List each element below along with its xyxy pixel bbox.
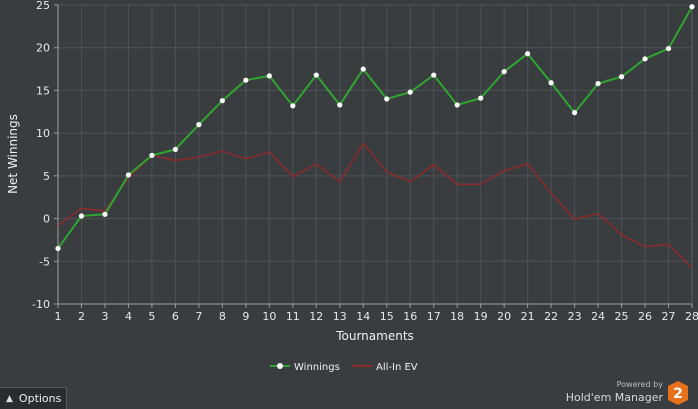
data-point-winnings[interactable] — [243, 77, 249, 83]
branding: Powered by Hold'em Manager 2 — [566, 377, 688, 405]
y-tick-label: -5 — [39, 255, 50, 268]
data-point-winnings[interactable] — [501, 69, 507, 75]
data-point-winnings[interactable] — [196, 122, 202, 128]
data-point-winnings[interactable] — [125, 172, 132, 178]
data-point-winnings[interactable] — [290, 103, 296, 109]
x-tick-label: 8 — [219, 310, 226, 323]
x-tick-label: 15 — [380, 310, 394, 323]
x-tick-label: 17 — [427, 310, 441, 323]
data-point-winnings[interactable] — [548, 80, 554, 86]
legend-label-winnings: Winnings — [294, 362, 340, 373]
x-tick-label: 22 — [544, 310, 558, 323]
data-point-winnings[interactable] — [595, 80, 601, 87]
data-point-winnings[interactable] — [642, 56, 648, 62]
x-tick-label: 28 — [685, 310, 698, 323]
x-tick-label: 26 — [638, 310, 652, 323]
series-layer — [55, 4, 695, 269]
data-point-winnings[interactable] — [689, 4, 695, 10]
data-point-winnings[interactable] — [618, 74, 625, 80]
x-tick-label: 6 — [172, 310, 179, 323]
x-tick-label: 24 — [591, 310, 605, 323]
data-point-winnings[interactable] — [266, 73, 272, 79]
x-tick-label: 2 — [78, 310, 85, 323]
legend-marker-winnings — [277, 363, 283, 369]
data-point-winnings[interactable] — [313, 72, 319, 78]
data-point-winnings[interactable] — [78, 213, 85, 219]
x-tick-label: 18 — [450, 310, 464, 323]
x-tick-label: 23 — [568, 310, 582, 323]
series-line-winnings — [57, 6, 693, 250]
data-point-winnings[interactable] — [149, 152, 155, 158]
y-tick-label: 20 — [36, 42, 50, 55]
x-tick-label: 4 — [125, 310, 132, 323]
x-tick-label: 11 — [286, 310, 300, 323]
x-tick-label: 13 — [333, 310, 347, 323]
x-tick-label: 20 — [497, 310, 511, 323]
data-point-winnings[interactable] — [219, 98, 225, 104]
legend-item-winnings[interactable]: Winnings — [270, 362, 340, 373]
x-tick-label: 7 — [195, 310, 202, 323]
legend-label-all-in-ev: All-In EV — [376, 362, 418, 373]
legend-item-all-in-ev[interactable]: All-In EV — [352, 362, 418, 373]
powered-by-text: Powered by — [616, 380, 663, 389]
x-tick-label: 1 — [55, 310, 62, 323]
data-point-winnings[interactable] — [55, 245, 61, 252]
y-tick-label: 10 — [36, 127, 50, 140]
y-tick-label: 25 — [36, 0, 50, 12]
x-tick-label: 5 — [148, 310, 155, 323]
chevron-up-icon: ▲ — [6, 393, 13, 404]
x-tick-label: 19 — [474, 310, 488, 323]
x-tick-label: 25 — [615, 310, 629, 323]
data-point-winnings[interactable] — [384, 96, 390, 102]
x-tick-label: 10 — [262, 310, 276, 323]
y-tick-label: -10 — [32, 298, 50, 311]
y-axis-title: Net Winnings — [6, 114, 20, 194]
data-point-winnings[interactable] — [571, 110, 578, 116]
x-tick-label: 27 — [662, 310, 676, 323]
x-tick-label: 9 — [242, 310, 249, 323]
data-point-winnings[interactable] — [454, 102, 460, 108]
data-point-winnings[interactable] — [102, 211, 108, 217]
y-axis-ticks: 25 20 15 10 5 0 -5 -10 — [32, 0, 58, 311]
series-line-all-in-ev — [57, 142, 693, 269]
data-point-winnings[interactable] — [478, 95, 484, 101]
data-point-winnings[interactable] — [665, 45, 672, 52]
x-axis-title: Tournaments — [335, 329, 414, 343]
x-tick-label: 12 — [309, 310, 323, 323]
options-button[interactable]: ▲ Options — [0, 387, 67, 409]
y-tick-label: 0 — [43, 213, 50, 226]
y-tick-label: 5 — [43, 170, 50, 183]
x-tick-label: 14 — [356, 310, 370, 323]
options-label: Options — [18, 392, 62, 405]
data-point-winnings[interactable] — [431, 72, 437, 78]
axes — [57, 5, 693, 305]
data-point-winnings[interactable] — [172, 146, 179, 152]
brand-name: Hold'em Manager — [565, 391, 663, 404]
x-tick-label: 16 — [403, 310, 417, 323]
x-axis-ticks: 1 2 3 4 5 6 7 8 9 10 11 12 13 14 15 16 17 18 19 20 21 22 23 24 2… — [55, 304, 698, 323]
x-tick-label: 21 — [521, 310, 535, 323]
hm2-logo-icon: 2 — [668, 381, 688, 405]
data-point-winnings[interactable] — [407, 89, 413, 95]
logo-badge-text: 2 — [673, 386, 683, 402]
data-point-winnings[interactable] — [337, 102, 343, 108]
y-tick-label: 15 — [36, 84, 50, 97]
x-tick-label: 3 — [101, 310, 108, 323]
data-point-winnings[interactable] — [360, 66, 366, 72]
data-point-winnings[interactable] — [525, 51, 531, 57]
legend: Winnings All-In EV — [270, 362, 418, 373]
plot-area — [58, 5, 692, 304]
